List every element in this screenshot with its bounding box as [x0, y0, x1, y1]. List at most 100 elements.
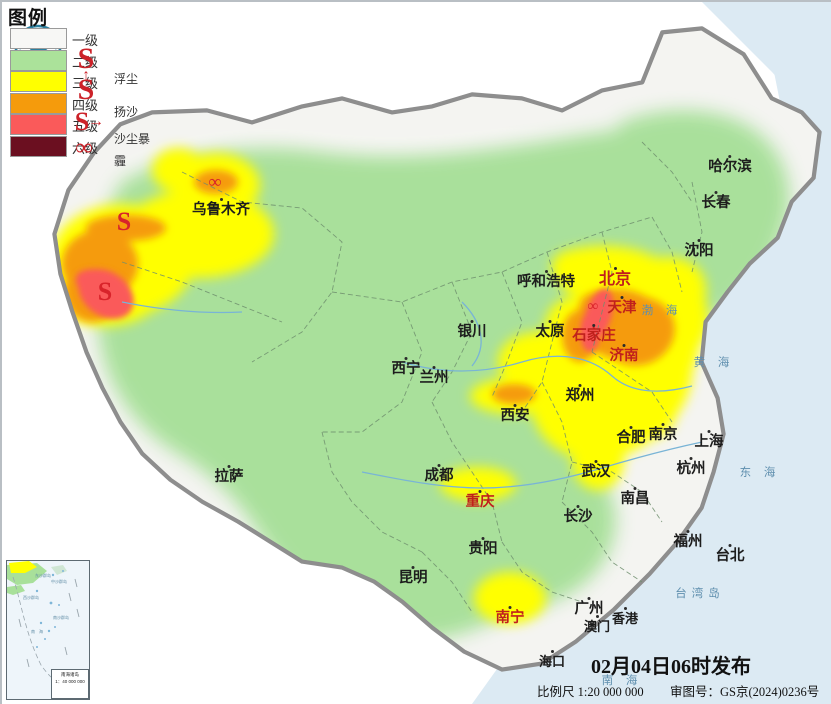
legend-color-swatch [10, 49, 67, 71]
city-marker-dot [592, 324, 596, 327]
legend-color-swatch [10, 28, 67, 49]
city-marker-dot [595, 615, 599, 618]
city-name: 南宁 [495, 610, 525, 626]
city-name: 香港 [611, 611, 639, 626]
city-name: 武汉 [581, 464, 611, 480]
city-marker-dot [470, 320, 474, 323]
city-label: 长沙 [564, 505, 593, 525]
city-marker-dot [578, 384, 582, 387]
city-marker-dot [550, 650, 554, 653]
svg-text:东沙群岛: 东沙群岛 [35, 572, 51, 578]
blowing-sand-icon: S [77, 73, 95, 106]
city-name: 拉萨 [214, 469, 244, 485]
city-label: 武汉 [582, 460, 611, 480]
city-name: 贵阳 [468, 541, 498, 557]
city-marker-dot [437, 464, 441, 467]
svg-text:中沙群岛: 中沙群岛 [51, 578, 67, 584]
city-name: 太原 [535, 324, 565, 340]
map-approval-number: 审图号：GS京(2024)0236号 [670, 685, 820, 699]
city-marker-dot [661, 423, 665, 426]
city-marker-dot [219, 198, 223, 201]
legend-color-swatch [10, 135, 67, 157]
city-label: 重庆 [466, 490, 495, 510]
city-name: 福州 [673, 534, 703, 550]
city-label: 石家庄 [572, 324, 616, 344]
city-name: 哈尔滨 [708, 159, 752, 175]
floating-dust-icon: S [116, 207, 132, 236]
legend-level-label: 二级 [72, 54, 99, 70]
city-label: 呼和浩特 [517, 270, 575, 290]
sea-label: 南 海 [601, 675, 643, 687]
legend-symbol-label: 沙尘暴 [114, 132, 151, 146]
release-time: 02月04日06时发布 [591, 656, 751, 678]
city-name: 重庆 [465, 494, 495, 510]
city-name: 上海 [694, 434, 724, 450]
sea-label: 东 海 [739, 467, 781, 479]
city-label: 成都 [425, 464, 454, 484]
city-name: 银川 [457, 324, 487, 340]
floating-dust-icon: S [77, 42, 95, 75]
city-label: 西宁 [392, 357, 421, 377]
city-name: 乌鲁木齐 [192, 202, 250, 218]
city-marker-dot [707, 430, 711, 433]
legend-symbol-label: 扬沙 [114, 105, 139, 119]
city-marker-dot [478, 490, 482, 493]
city-name: 北京 [598, 271, 632, 288]
city-name: 海口 [538, 654, 566, 669]
city-marker-dot [576, 505, 580, 508]
city-marker-dot [697, 239, 701, 242]
right-arrow-icon: → [88, 113, 104, 130]
city-name: 西安 [500, 408, 530, 424]
sea-label: 台湾岛 [675, 588, 725, 600]
haze-icon: ∞ [75, 135, 93, 161]
legend-symbol-label: 霾 [114, 154, 127, 168]
city-name: 西宁 [391, 361, 421, 377]
haze-icon: ∞ [208, 171, 222, 192]
legend-title: 图例 [8, 8, 49, 29]
legend-level-row: 四级 [10, 92, 160, 114]
city-marker-dot [404, 357, 408, 360]
sea-label: 渤 海 [641, 305, 683, 317]
city-name: 澳门 [583, 619, 611, 634]
city-label: 南宁 [496, 606, 525, 626]
city-label: 天津 [608, 296, 637, 316]
city-marker-dot [622, 344, 626, 347]
map-scale: 比例尺 1:20 000 000 [537, 685, 644, 699]
city-label: 合肥 [617, 426, 646, 446]
city-label: 拉萨 [215, 465, 244, 485]
city-marker-dot [587, 597, 591, 600]
legend-level-row: 六级 [10, 135, 160, 157]
south-china-sea-inset: 东沙群岛 中沙群岛 西沙群岛 南沙群岛 南 海 南海诸岛 1：40 000 00… [6, 560, 90, 700]
city-marker-dot [513, 404, 517, 407]
city-name: 昆明 [398, 570, 428, 586]
legend-level-label: 三级 [72, 76, 99, 91]
city-label: 西安 [501, 404, 530, 424]
city-name: 合肥 [616, 430, 646, 446]
inset-scale-label: 南海诸岛 1：40 000 000 [51, 669, 89, 699]
city-label: 银川 [458, 320, 487, 340]
svg-text:西沙群岛: 西沙群岛 [23, 594, 39, 600]
legend-level-row: 一级 [10, 28, 160, 49]
legend-symbol-label: 浮尘 [114, 72, 139, 86]
city-name: 南京 [648, 427, 678, 443]
city-label: 杭州 [677, 457, 706, 477]
city-marker-dot [613, 267, 617, 270]
city-marker-dot [508, 606, 512, 609]
city-label: 济南 [610, 344, 639, 364]
city-name: 成都 [424, 468, 454, 484]
city-label: 南京 [649, 423, 678, 443]
city-name: 南昌 [620, 491, 650, 507]
city-label: 乌鲁木齐 [192, 198, 250, 218]
city-marker-dot [227, 465, 231, 468]
city-label: 广州 [575, 597, 604, 617]
city-marker-dot [686, 530, 690, 533]
city-name: 济南 [609, 348, 639, 364]
legend-level-row: 二级 [10, 49, 160, 71]
legend-level-label: 一级 [72, 33, 99, 48]
city-marker-dot [594, 460, 598, 463]
legend-color-swatch [10, 114, 67, 135]
city-label: 贵阳 [469, 537, 498, 557]
